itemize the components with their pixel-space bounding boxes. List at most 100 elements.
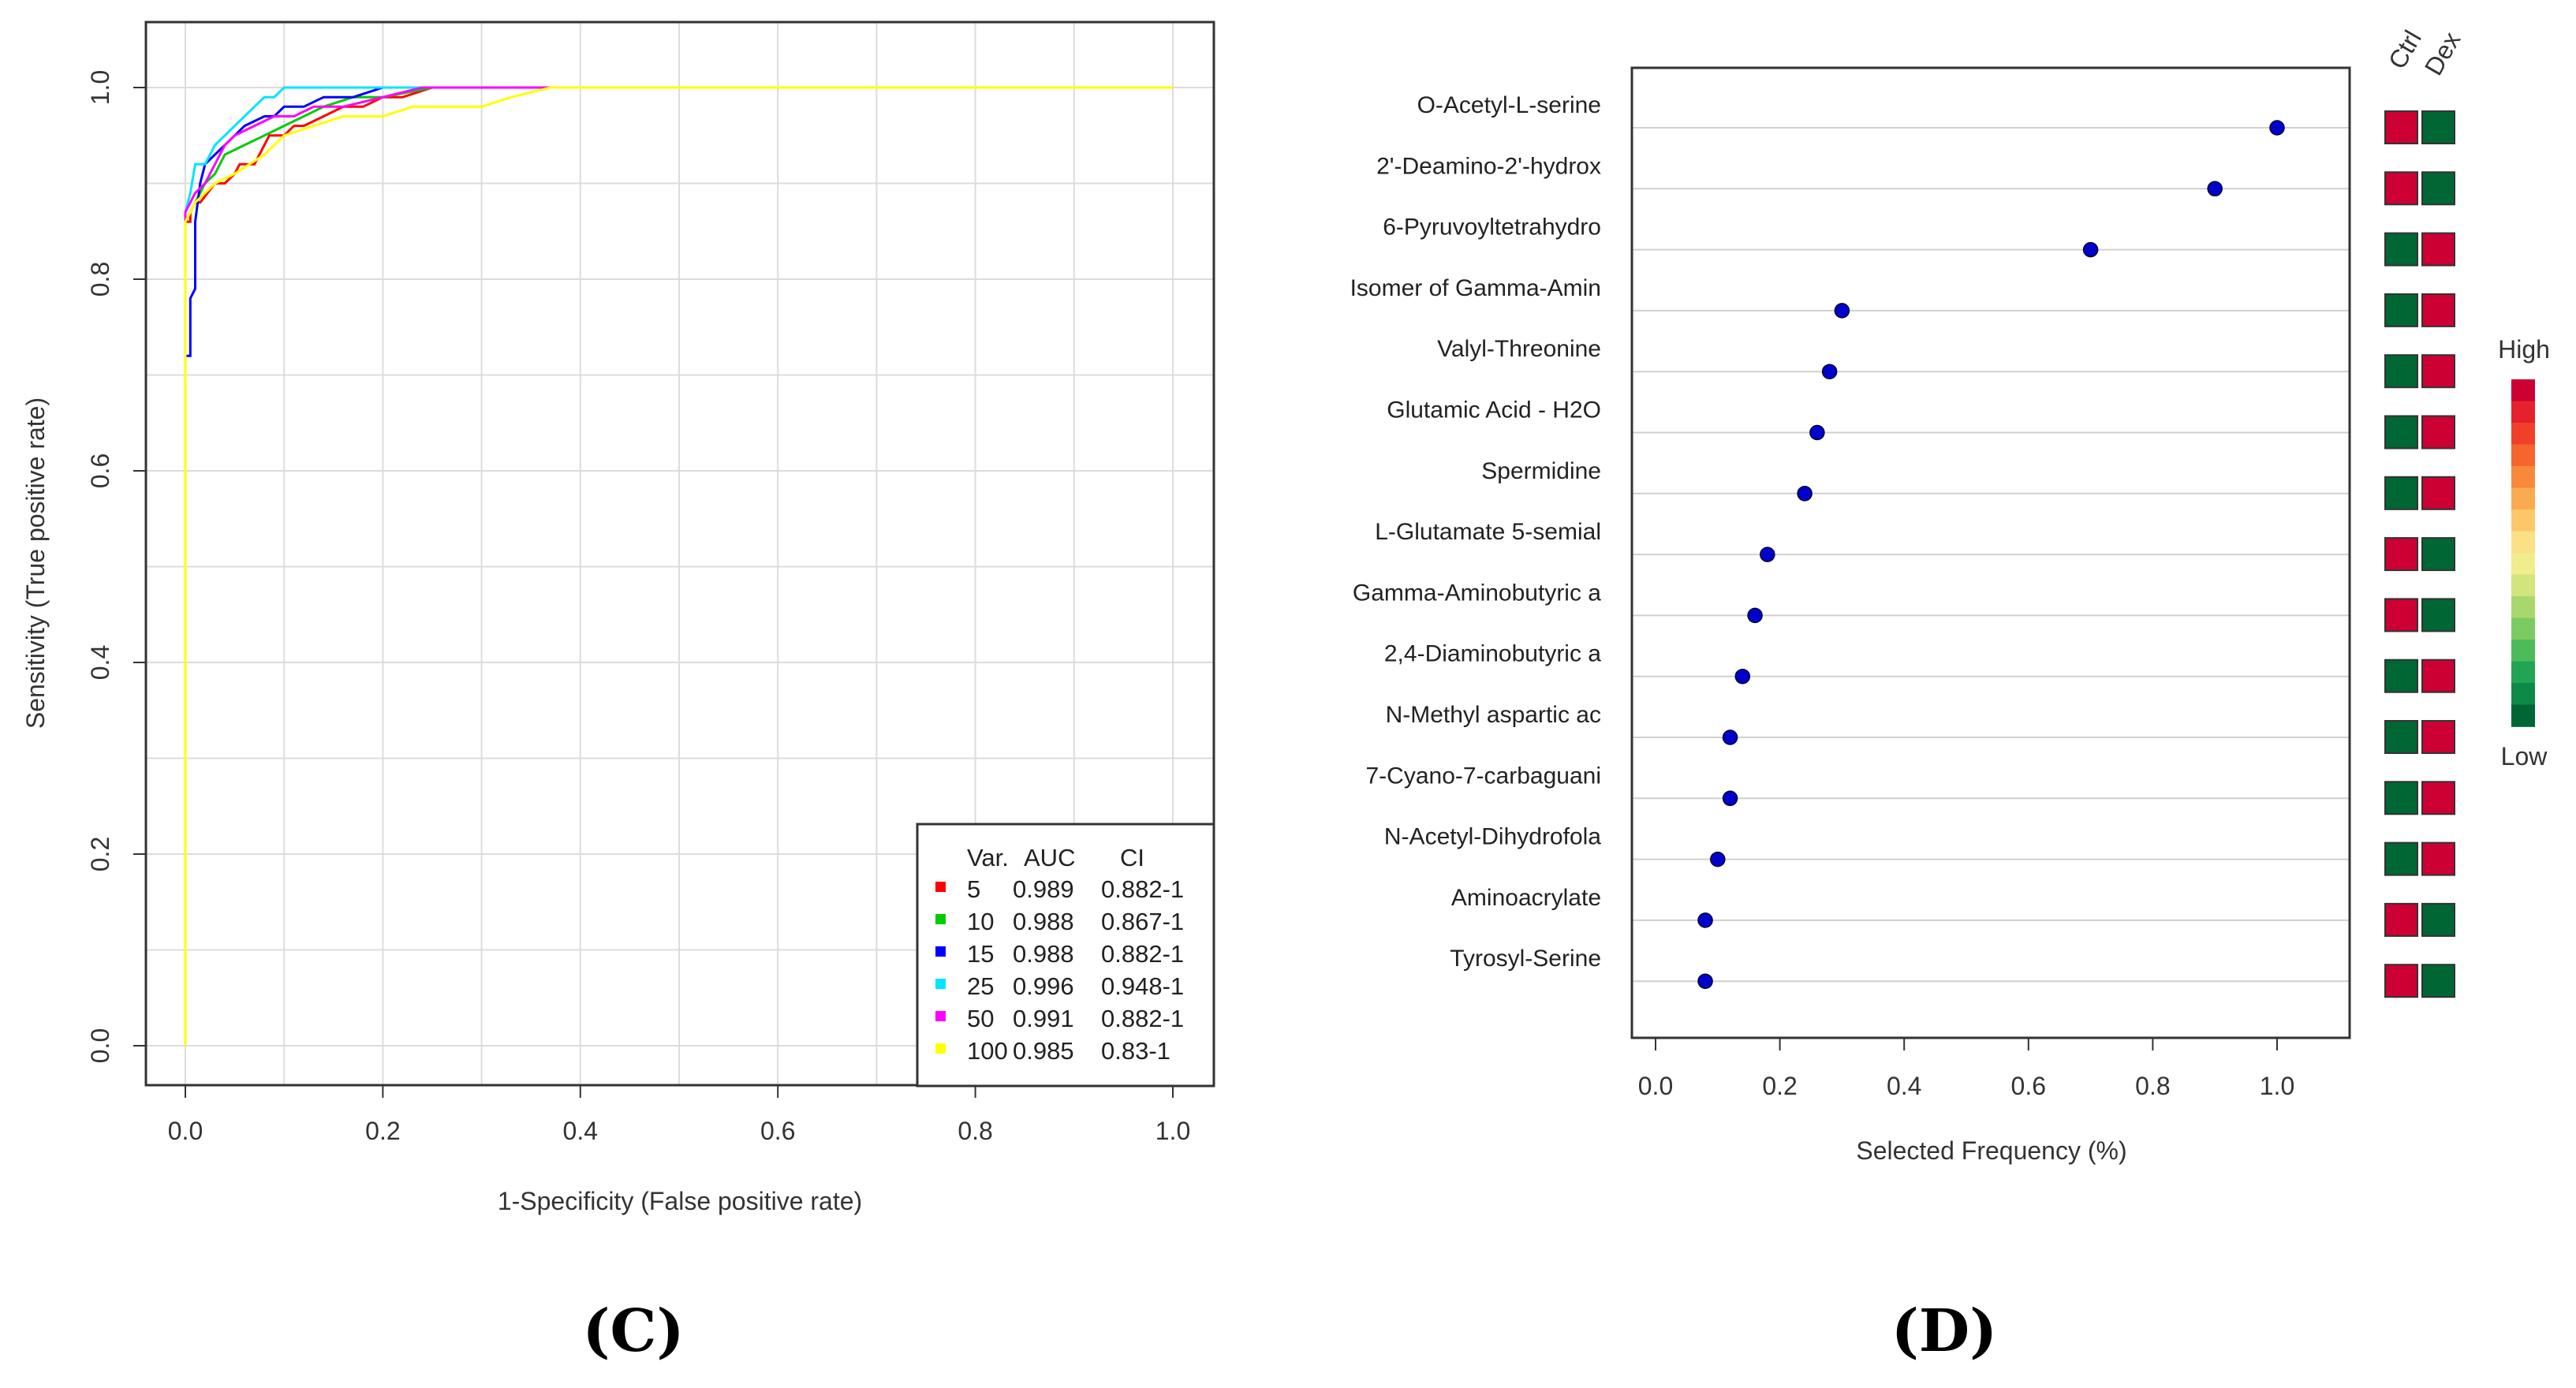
x-tick-label: 0.2	[365, 1117, 400, 1145]
legend-ci: 0.882-1	[1101, 940, 1184, 968]
roc-chart: 0.0 0.2 0.4 0.6 0.8 1.0 0.0 0.2 0.4 0.6 0.8 1.0 1-…	[21, 21, 1215, 1365]
heatmap-cell	[2421, 841, 2455, 876]
heatmap-cell	[2421, 476, 2455, 510]
legend-header-ci: CI	[1120, 844, 1144, 871]
heatmap-cell	[2384, 902, 2418, 937]
x-tick-label: 0.8	[2135, 1072, 2170, 1100]
y-tick-label: 1.0	[86, 70, 114, 105]
legend-auc: 0.988	[1013, 940, 1074, 968]
y-tick-label: 0.4	[86, 645, 114, 680]
heatmap-cell	[2384, 415, 2418, 450]
heatmap-cell	[2421, 659, 2455, 693]
colorbar-segment	[2511, 466, 2535, 489]
roc-legend-box	[916, 823, 1215, 1088]
heatmap-cell	[2421, 415, 2455, 450]
heatmap-cell	[2421, 720, 2455, 754]
y-tick-label: 0.8	[86, 262, 114, 297]
legend-ci: 0.83-1	[1101, 1037, 1170, 1065]
frequency-point	[2082, 241, 2099, 258]
frequency-point	[1821, 364, 1838, 379]
legend-swatch	[935, 914, 946, 924]
roc-plot-frame	[144, 21, 1215, 1087]
colorbar-low-label: Low	[2501, 742, 2548, 770]
x-tick-label: 1.0	[1155, 1117, 1190, 1145]
legend-auc: 0.991	[1013, 1005, 1074, 1032]
x-tick-label: 0.8	[958, 1117, 992, 1145]
roc-y-ticks: 0.0 0.2 0.4 0.6 0.8 1.0	[86, 70, 146, 1063]
y-tick-label: 0.0	[86, 1028, 114, 1063]
colorbar-segment	[2511, 618, 2535, 640]
x-tick-label: 0.0	[168, 1117, 203, 1145]
metabolite-label: 6-Pyruvoyltetrahydro	[1383, 215, 1601, 241]
legend-auc: 0.996	[1013, 972, 1074, 1000]
heatmap-cell	[2384, 476, 2418, 510]
x-tick-label: 0.2	[1762, 1072, 1797, 1100]
metabolite-label: Aminoacrylate	[1451, 885, 1601, 911]
legend-swatch	[935, 1011, 946, 1021]
metabolite-label: 2,4-Diaminobutyric a	[1384, 641, 1601, 667]
metabolite-label: 2'-Deamino-2'-hydrox	[1376, 153, 1601, 179]
legend-ci: 0.867-1	[1101, 908, 1184, 935]
heatmap-cell	[2421, 171, 2455, 206]
frequency-point	[1722, 790, 1738, 807]
metabolite-label: O-Acetyl-L-serine	[1417, 92, 1601, 118]
heatmap-col-dex: Dex	[2419, 27, 2466, 80]
frequency-point	[1834, 303, 1850, 319]
panel-label-d: (D)	[1891, 1297, 1997, 1365]
metabolite-label: Spermidine	[1481, 458, 1601, 484]
legend-var: 25	[967, 972, 994, 1000]
x-tick-label: 0.0	[1638, 1072, 1673, 1100]
metabolite-label: Isomer of Gamma-Amin	[1350, 275, 1601, 301]
heatmap-cell	[2384, 537, 2418, 572]
legend-rows: 5 0.989 0.882-1 10 0.988 0.867-1 15 0.988 0.882-…	[935, 875, 1184, 1065]
colorbar-segment	[2511, 553, 2535, 576]
legend-swatch	[935, 946, 946, 957]
heatmap-cell	[2384, 293, 2418, 327]
colorbar-segment	[2511, 531, 2535, 554]
legend-auc: 0.985	[1013, 1037, 1074, 1065]
roc-curves	[184, 86, 1173, 1046]
frequency-point	[1797, 486, 1813, 502]
metabolite-label: N-Acetyl-Dihydrofola	[1384, 824, 1601, 850]
metabolite-label: Tyrosyl-Serine	[1450, 946, 1601, 972]
x-tick-label: 0.4	[1887, 1072, 1921, 1100]
metabolite-label: Valyl-Threonine	[1437, 336, 1601, 362]
colorbar-segment	[2511, 683, 2535, 706]
heatmap-cell	[2384, 964, 2418, 998]
legend-var: 5	[967, 875, 980, 903]
colorbar-segment	[2511, 509, 2535, 532]
legend-swatch	[935, 979, 946, 989]
heatmap-cell	[2384, 598, 2418, 632]
legend-swatch	[935, 1043, 946, 1054]
x-tick-label: 1.0	[2260, 1072, 2294, 1100]
heatmap-cell	[2384, 232, 2418, 267]
heatmap-cell	[2421, 537, 2455, 572]
heatmap-cell	[2421, 293, 2455, 327]
heatmap-cell	[2421, 354, 2455, 389]
frequency-chart: O-Acetyl-L-serine 2'-Deamino-2'-hydrox 6-P…	[1350, 25, 2550, 1365]
legend-ci: 0.882-1	[1101, 1005, 1184, 1032]
colorbar-segment	[2511, 401, 2535, 423]
legend-swatch	[935, 882, 946, 892]
legend-ci: 0.948-1	[1101, 972, 1184, 1000]
heatmap-cell	[2384, 110, 2418, 144]
roc-curve-var-25	[184, 86, 1173, 1046]
y-tick-label: 0.2	[86, 837, 114, 871]
x-tick-label: 0.6	[2011, 1072, 2046, 1100]
legend-auc: 0.988	[1013, 908, 1074, 935]
heatmap-cell	[2384, 841, 2418, 876]
legend-ci: 0.882-1	[1101, 875, 1184, 903]
colorbar-segment	[2511, 640, 2535, 662]
heatmap-cell	[2421, 110, 2455, 144]
heatmap-cell	[2384, 720, 2418, 754]
colorbar-segment	[2511, 423, 2535, 446]
colorbar-segment	[2511, 487, 2535, 510]
frequency-point	[1734, 668, 1751, 685]
frequency-plot-frame	[1630, 66, 2351, 1039]
frequency-x-ticks: 0.0 0.2 0.4 0.6 0.8 1.0	[1638, 1038, 2294, 1100]
frequency-point	[1697, 973, 1713, 989]
colorbar-segment	[2511, 596, 2535, 619]
legend-var: 50	[967, 1005, 994, 1032]
frequency-point	[2207, 181, 2223, 197]
